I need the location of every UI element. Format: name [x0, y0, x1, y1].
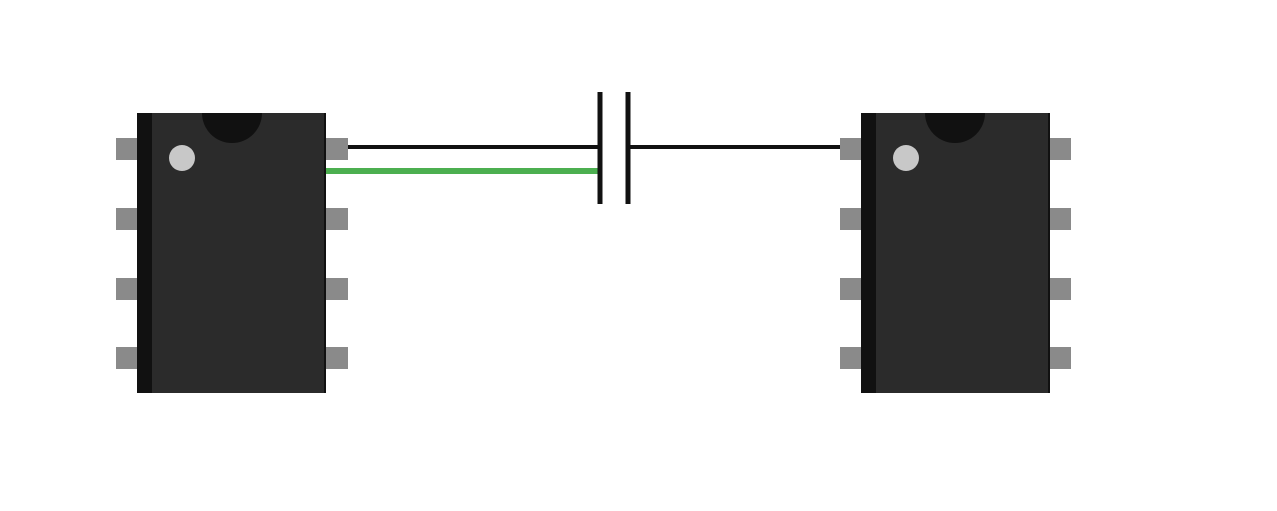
wires — [326, 145, 842, 174]
chip-right — [840, 113, 1071, 393]
chip-right-pin1-marker — [893, 145, 919, 171]
chip-right-notch — [925, 113, 985, 143]
chip-left-pin1-marker — [169, 145, 195, 171]
capacitor — [597, 92, 631, 204]
chip-left-notch — [202, 113, 262, 143]
chip-left — [116, 113, 348, 393]
